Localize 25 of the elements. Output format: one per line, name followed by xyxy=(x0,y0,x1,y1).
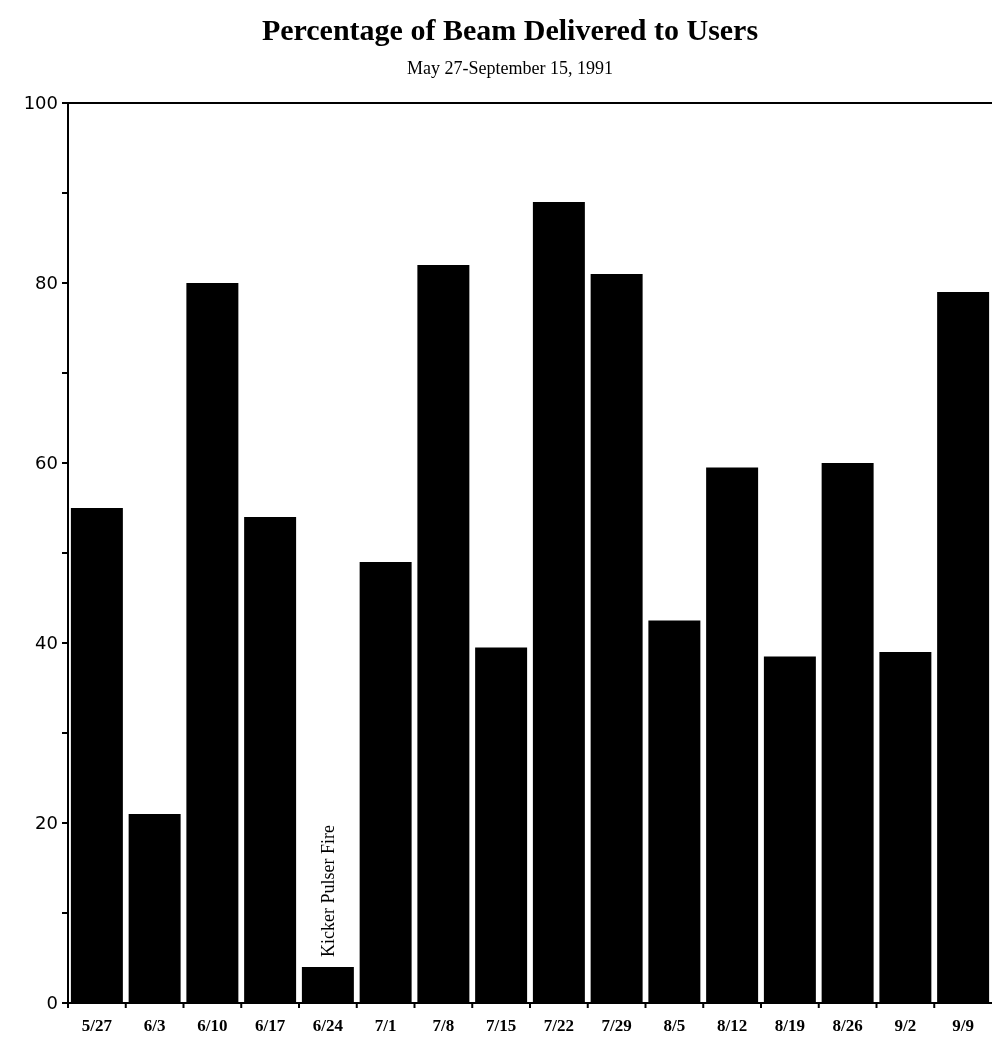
x-tick-label: 6/17 xyxy=(255,1016,286,1035)
x-tick-label: 5/27 xyxy=(81,1016,113,1035)
chart-title: Percentage of Beam Delivered to Users xyxy=(261,13,759,46)
x-tick-label: 6/24 xyxy=(312,1016,344,1035)
x-tick-label: 8/19 xyxy=(774,1016,805,1035)
y-tick-label: 40 xyxy=(35,632,58,654)
x-tick-label: 9/2 xyxy=(894,1016,917,1035)
x-tick-label: 9/9 xyxy=(952,1016,974,1035)
x-tick-label: 7/8 xyxy=(432,1016,455,1035)
annotation: Kicker Pulser Fire xyxy=(317,825,338,957)
y-tick-label: 0 xyxy=(46,992,58,1014)
x-tick-label: 7/29 xyxy=(601,1016,632,1035)
x-tick-label: 6/10 xyxy=(197,1016,228,1035)
y-tick-label: 60 xyxy=(35,452,58,474)
x-tick-label: 7/22 xyxy=(543,1016,574,1035)
y-tick-label: 100 xyxy=(23,92,58,114)
y-tick-label: 20 xyxy=(35,812,58,834)
x-tick-label: 6/3 xyxy=(143,1016,166,1035)
y-tick-label: 80 xyxy=(35,272,58,294)
x-tick-label: 8/5 xyxy=(663,1016,686,1035)
x-tick-label: 8/12 xyxy=(717,1016,748,1035)
chart-subtitle: May 27-September 15, 1991 xyxy=(407,58,613,78)
x-tick-label: 7/1 xyxy=(374,1016,397,1035)
x-tick-label: 8/26 xyxy=(832,1016,863,1035)
x-tick-label: 7/15 xyxy=(486,1016,517,1035)
